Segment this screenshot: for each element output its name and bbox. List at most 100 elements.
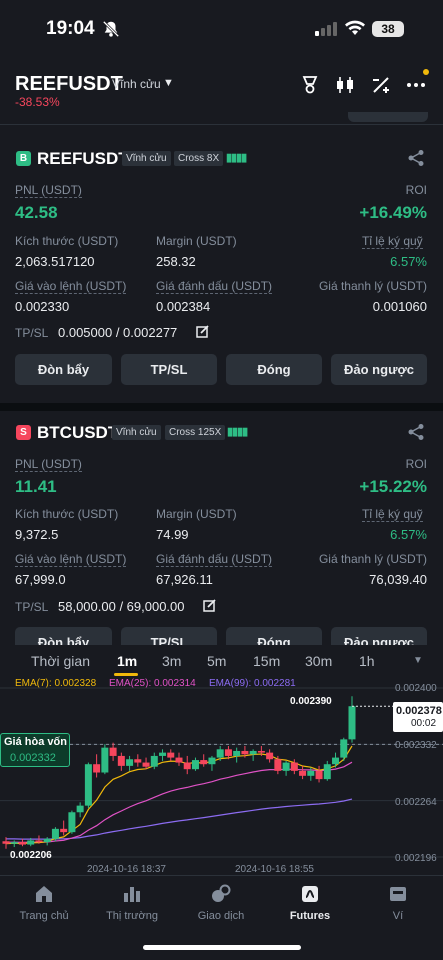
nav-home[interactable]: Trang chủ — [19, 910, 69, 922]
candle-body — [27, 840, 35, 845]
share-icon[interactable] — [407, 423, 425, 441]
chevron-down-icon[interactable]: ▼ — [163, 77, 174, 89]
home-indicator — [143, 945, 301, 950]
chevron-down-icon[interactable]: ▼ — [413, 655, 423, 666]
position-symbol[interactable]: REEFUSDT — [37, 149, 129, 168]
timeframe-15m[interactable]: 15m — [253, 653, 281, 669]
candle-body — [216, 749, 224, 758]
y-tick: 0.002400 — [395, 683, 437, 694]
active-tab-indicator — [114, 673, 138, 676]
share-icon[interactable] — [407, 149, 425, 167]
candle-body — [299, 770, 307, 776]
tpsl-value: 0.005000 / 0.002277 — [58, 325, 178, 340]
leverage-button[interactable]: Đòn bẩy — [15, 354, 112, 385]
more-icon[interactable] — [405, 74, 427, 96]
candle-body — [290, 762, 298, 771]
market-icon[interactable] — [122, 884, 142, 904]
candle-body — [200, 760, 208, 765]
liq-price-label: Giá thanh lý (USDT) — [318, 279, 427, 293]
bell-muted-icon — [102, 20, 120, 38]
home-icon[interactable] — [34, 884, 54, 904]
tpsl-label: TP/SL — [15, 326, 49, 340]
timeframe-5m[interactable]: 5m — [207, 653, 227, 669]
candle-body — [266, 752, 274, 760]
timeframe-30m[interactable]: 30m — [305, 653, 333, 669]
candle-body — [10, 842, 18, 844]
adl-indicator-icon: ▮▮▮▮ — [227, 426, 248, 438]
edit-icon[interactable] — [196, 325, 209, 338]
ema7-label: EMA(7): 0.002328 — [15, 678, 97, 689]
size-value: 9,372.5 — [15, 527, 59, 542]
roi-label: ROI — [405, 183, 427, 197]
price-chart[interactable] — [0, 680, 443, 875]
candle-body — [224, 749, 232, 756]
timeframe-3m[interactable]: 3m — [162, 653, 182, 669]
reverse-position-button[interactable]: Đảo ngược — [331, 354, 427, 385]
last-price-box — [393, 702, 443, 732]
mark-price-label: Giá đánh dấu (USDT) — [156, 552, 273, 567]
trophy-icon[interactable] — [299, 74, 321, 96]
nav-market[interactable]: Thị trường — [106, 910, 158, 922]
candle-body — [249, 750, 257, 755]
liq-price-label: Giá thanh lý (USDT) — [318, 552, 427, 566]
position-symbol[interactable]: BTCUSDT — [37, 423, 119, 442]
candle-body — [109, 747, 117, 756]
candle-body — [84, 764, 92, 806]
candle-body — [191, 760, 199, 770]
margin-mode-tag: Cross 125X — [165, 425, 226, 440]
tpsl-button[interactable]: TP/SL — [121, 354, 217, 385]
pnl-value: 42.58 — [15, 203, 58, 222]
pair-title[interactable]: REEFUSDT — [15, 73, 123, 95]
futures-icon[interactable] — [300, 884, 320, 904]
candle-body — [175, 757, 183, 763]
candle-body — [93, 764, 101, 773]
trade-icon[interactable] — [211, 884, 231, 904]
timeframe-1m[interactable]: 1m — [117, 653, 138, 669]
edit-icon[interactable] — [203, 599, 216, 612]
candle-body — [126, 759, 134, 766]
nav-trade[interactable]: Giao dịch — [197, 910, 245, 922]
tpsl-value: 58,000.00 / 69,000.00 — [58, 599, 185, 614]
candle-body — [159, 752, 167, 756]
nav-wallet[interactable]: Ví — [392, 910, 404, 922]
close-position-button[interactable]: Đóng — [226, 354, 322, 385]
x-tick: 2024-10-16 18:37 — [87, 864, 166, 875]
side-badge: S — [16, 425, 31, 440]
candle-body — [323, 764, 331, 780]
candle-body — [274, 759, 282, 771]
candle-body — [315, 770, 323, 780]
candle-body — [233, 750, 241, 756]
candle-body — [134, 759, 142, 763]
contract-type-tag: Vĩnh cửu — [122, 151, 171, 166]
mark-price-value: 0.002384 — [156, 299, 211, 314]
divider — [0, 124, 443, 125]
candle-body — [183, 762, 191, 770]
roi-value: +16.49% — [359, 203, 427, 222]
roi-value: +15.22% — [359, 477, 427, 496]
side-badge: B — [16, 151, 31, 166]
wallet-icon[interactable] — [388, 884, 408, 904]
timeframe-time[interactable]: Thời gian — [31, 653, 90, 669]
margin-value: 258.32 — [156, 254, 196, 269]
candle-body — [43, 838, 51, 843]
breakeven-price: 0.002332 — [10, 752, 56, 764]
candlestick-icon[interactable] — [334, 74, 356, 96]
price-change: -38.53% — [15, 95, 60, 109]
candle-body — [76, 805, 84, 813]
pnl-value: 11.41 — [15, 477, 57, 496]
margin-label: Margin (USDT) — [156, 507, 237, 521]
status-time: 19:04 — [46, 18, 95, 39]
timeframe-1h[interactable]: 1h — [359, 653, 375, 669]
margin-mode-tag: Cross 8X — [174, 151, 224, 166]
candle-body — [208, 757, 216, 765]
calculator-icon[interactable] — [370, 74, 392, 96]
margin-value: 74.99 — [156, 527, 189, 542]
signal-icon — [315, 22, 337, 36]
size-value: 2,063.517120 — [15, 254, 95, 269]
wifi-icon — [345, 20, 365, 35]
nav-futures[interactable]: Futures — [289, 910, 331, 922]
candle-body — [348, 706, 356, 740]
y-tick: 0.002196 — [395, 853, 437, 864]
candle-body — [18, 842, 26, 845]
candle-body — [307, 770, 315, 776]
